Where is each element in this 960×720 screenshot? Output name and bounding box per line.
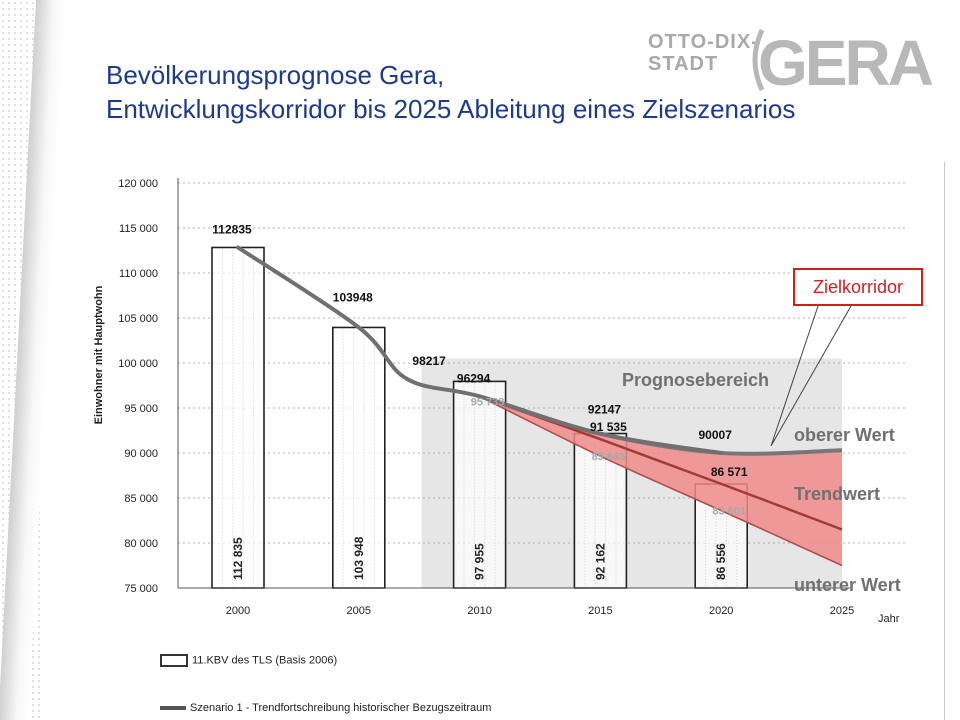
bar — [211, 246, 265, 589]
value-label: 103948 — [333, 290, 373, 304]
value-label: 90007 — [699, 428, 733, 442]
callout-pointer — [770, 305, 852, 447]
legend-line-label: Szenario 1 - Trendfortschreibung histori… — [190, 702, 492, 714]
legend-bars-label: 11.KBV des TLS (Basis 2006) — [192, 654, 338, 667]
y-tick-label: 95 000 — [124, 403, 158, 415]
legend-line-swatch — [160, 706, 186, 711]
bar-prognosis-label: 89 646 — [592, 451, 626, 463]
value-label: 98217 — [412, 354, 446, 368]
bar-prognosis-label: 83 601 — [712, 506, 746, 518]
bar — [331, 326, 386, 589]
y-tick-label: 90 000 — [124, 448, 158, 460]
bar-top-label: 86 571 — [711, 465, 748, 479]
x-tick-label: 2010 — [467, 605, 491, 617]
bar-top-label: 91 535 — [590, 420, 627, 434]
logo-line-1: OTTO-DIX- — [648, 31, 759, 53]
y-tick-label: 110 000 — [119, 268, 158, 280]
x-tick-label: 2005 — [347, 605, 371, 617]
y-tick-label: 115 000 — [119, 223, 158, 235]
logo-arc-icon — [752, 28, 765, 92]
right-divider — [944, 162, 945, 720]
y-axis-label: Einwohner mit Hauptwohn — [93, 285, 105, 424]
x-tick-label: 2025 — [830, 605, 854, 617]
bar-prognosis-label: 95 733 — [471, 396, 505, 408]
bar-inner-label: 112 835 — [231, 537, 245, 580]
lower-bound-line — [479, 395, 843, 567]
legend-item-bars: 11.KBV des TLS (Basis 2006) — [160, 654, 337, 670]
value-label: 96294 — [457, 371, 491, 385]
y-tick-label: 100 000 — [118, 358, 158, 370]
x-axis-label: Jahr — [878, 613, 900, 625]
y-tick-label: 85 000 — [124, 493, 158, 505]
bar-inner-label: 97 955 — [473, 543, 487, 580]
gera-logo: OTTO-DIX- STADT GERA — [640, 22, 940, 102]
title-line-2: Entwicklungskorridor bis 2025 Ableitung … — [106, 94, 796, 124]
bar-inner-label: 86 556 — [714, 543, 728, 580]
legend-bar-swatch — [160, 654, 188, 667]
zielkorridor-callout: Zielkorridor — [793, 268, 923, 306]
x-tick-label: 2000 — [226, 605, 250, 617]
trendwert-label: Trendwert — [794, 484, 880, 504]
legend-item-line: Szenario 1 - Trendfortschreibung histori… — [160, 702, 491, 718]
logo-name: GERA — [758, 27, 934, 99]
value-label: 112835 — [212, 222, 252, 236]
page-title: Bevölkerungsprognose Gera, Entwicklungsk… — [106, 58, 795, 126]
y-tick-label: 75 000 — [124, 583, 158, 595]
y-tick-label: 105 000 — [118, 313, 158, 325]
prognosebereich-label: Prognosebereich — [622, 370, 769, 390]
title-line-1: Bevölkerungsprognose Gera, — [106, 60, 445, 90]
scenario-line — [236, 245, 724, 455]
bar — [452, 380, 507, 589]
oberer-wert-label: oberer Wert — [794, 425, 895, 445]
unterer-wert-label: unterer Wert — [794, 575, 901, 595]
zielkorridor-area — [479, 396, 842, 566]
bar-inner-label: 92 162 — [593, 543, 607, 580]
bar-inner-label: 103 948 — [352, 536, 366, 580]
logo-line-2: STADT — [648, 53, 719, 75]
x-tick-label: 2020 — [709, 605, 733, 617]
value-label: 92147 — [588, 403, 622, 417]
y-tick-label: 120 000 — [118, 178, 158, 190]
y-tick-label: 80 000 — [124, 538, 158, 550]
x-tick-label: 2015 — [588, 605, 612, 617]
